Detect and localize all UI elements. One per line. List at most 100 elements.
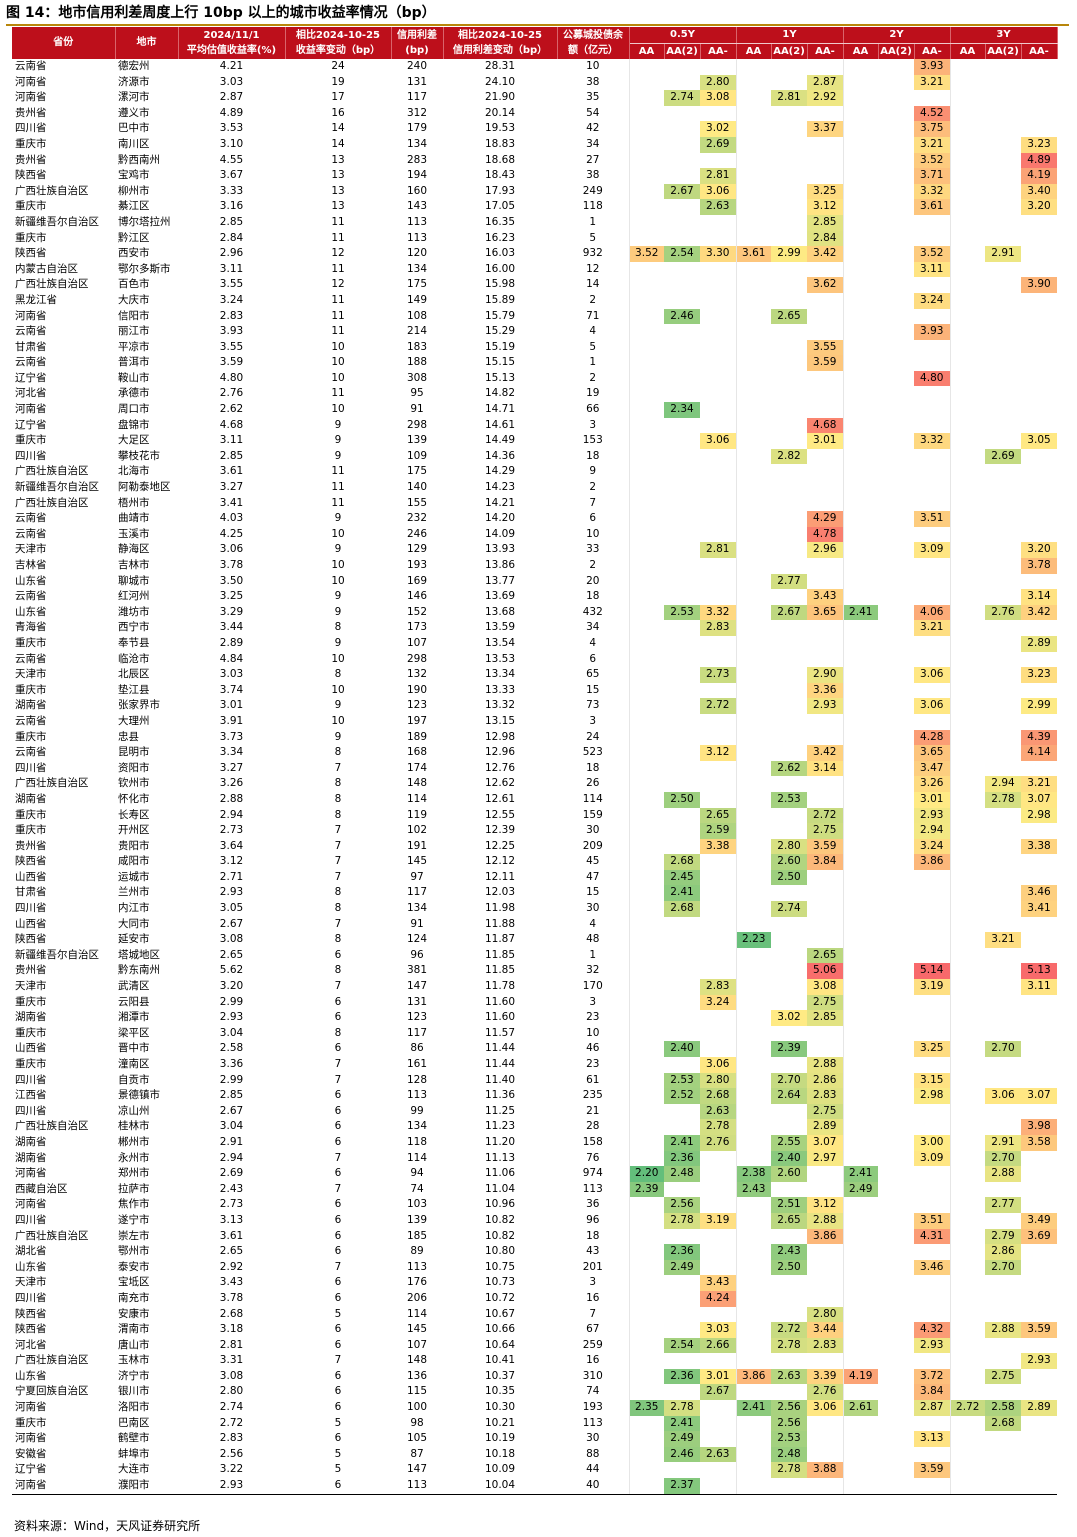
cell-tenor-yield (700, 885, 736, 901)
cell-tenor-yield: 2.83 (700, 620, 736, 636)
cell-tenor-yield: 4.80 (914, 370, 950, 387)
cell-province: 云南省 (15, 356, 47, 369)
cell-tenor-yield (842, 651, 878, 668)
cell-avg-yield: 3.36 (219, 1058, 244, 1070)
col-header-spread-change: 相比2024-10-25 信用利差变动（bp） (443, 27, 558, 59)
cell-tenor-yield (771, 885, 807, 901)
cell-tenor-yield (807, 776, 843, 792)
cell-tenor-yield (700, 231, 736, 247)
table-row: 河南省 郑州市 2.69 6 94 11.06 974 2.20 2.48 2.38 2.60 2.4… (12, 1166, 1057, 1182)
cell-avg-yield: 3.03 (219, 668, 244, 681)
cell-tenor-yield (771, 589, 807, 605)
cell-tenor-yield (807, 917, 843, 933)
cell-tenor-yield (700, 1260, 736, 1276)
cell-city: 景德镇市 (118, 1089, 160, 1102)
cell-tenor-yield (807, 153, 843, 169)
cell-tenor-yield: 2.70 (985, 1259, 1021, 1276)
cell-avg-yield: 2.96 (219, 247, 244, 260)
cell-tenor-yield: 2.80 (700, 74, 736, 91)
cell-tenor-yield: 3.21 (914, 620, 950, 636)
cell-tenor-yield (664, 231, 700, 247)
cell-province: 四川省 (15, 1213, 47, 1226)
cell-tenor-yield (985, 1431, 1021, 1447)
cell-tenor-yield (985, 262, 1021, 278)
cell-bond-balance: 43 (586, 1245, 600, 1258)
cell-city: 贵阳市 (118, 839, 150, 852)
cell-yield-change: 8 (334, 746, 342, 759)
cell-province: 贵州省 (15, 106, 47, 119)
cell-tenor-yield (735, 558, 771, 574)
cell-tenor-yield (914, 870, 950, 886)
table-row: 河南省 焦作市 2.73 6 103 10.96 36 2.56 2.51 3.12 2.77 (12, 1197, 1057, 1213)
table-row: 重庆市 忠县 3.73 9 189 12.98 24 4.28 4.39 (12, 729, 1057, 746)
cell-spread: 139 (406, 1213, 428, 1226)
cell-spread: 108 (406, 309, 428, 322)
cell-tenor-yield: 2.83 (700, 979, 736, 995)
cell-city: 塔城地区 (118, 948, 160, 961)
cell-tenor-yield (807, 1166, 843, 1182)
cell-tenor-yield: 2.81 (700, 542, 736, 558)
cell-spread-change: 11.60 (484, 995, 516, 1008)
cell-city: 泰安市 (118, 1260, 150, 1273)
cell-province: 四川省 (15, 1073, 47, 1086)
cell-yield-change: 6 (334, 1089, 342, 1102)
cell-tenor-yield (628, 807, 664, 824)
cell-tenor-yield: 2.23 (735, 932, 771, 948)
cell-tenor-yield (1021, 1197, 1057, 1213)
cell-bond-balance: 4 (589, 917, 597, 930)
cell-tenor-yield (1021, 262, 1057, 278)
cell-tenor-yield (842, 1244, 878, 1260)
cell-bond-balance: 170 (582, 980, 603, 993)
cell-province: 云南省 (15, 60, 47, 72)
cell-tenor-yield (949, 105, 985, 122)
cell-tenor-yield: 3.84 (807, 854, 843, 870)
cell-tenor-yield: 3.58 (1021, 1134, 1057, 1151)
table-row: 贵州省 黔东南州 5.62 8 381 11.85 32 5.06 5.14 5.13 (12, 963, 1057, 980)
cell-tenor-yield (664, 371, 700, 387)
cell-tenor-yield (771, 231, 807, 247)
cell-tenor-yield: 3.24 (914, 292, 950, 309)
cell-yield-change: 6 (334, 1369, 342, 1382)
cell-province: 山东省 (15, 1260, 47, 1273)
cell-spread-change: 14.20 (484, 512, 516, 525)
cell-tenor-yield (842, 526, 878, 543)
cell-tenor-yield (949, 932, 985, 948)
cell-bond-balance: 6 (589, 512, 597, 525)
cell-tenor-yield (842, 1041, 878, 1057)
cell-tenor-yield (628, 1119, 664, 1135)
cell-city: 内江市 (118, 902, 150, 915)
cell-city: 柳州市 (118, 184, 150, 197)
cell-tenor-yield: 3.37 (807, 121, 843, 137)
cell-tenor-yield (664, 932, 700, 948)
cell-tenor-yield (985, 90, 1021, 106)
cell-yield-change: 7 (334, 980, 342, 993)
cell-tenor-yield (842, 1446, 878, 1463)
cell-tenor-yield (1021, 948, 1057, 964)
cell-tenor-yield (914, 480, 950, 496)
cell-tenor-yield: 3.21 (914, 74, 950, 91)
cell-spread-change: 11.98 (484, 902, 516, 915)
cell-tenor-yield (1021, 90, 1057, 106)
cell-city: 遵义市 (118, 106, 150, 119)
cell-tenor-yield: 3.46 (1021, 885, 1057, 902)
cell-tenor-yield: 3.06 (700, 433, 736, 449)
cell-spread: 147 (406, 980, 428, 993)
cell-tenor-yield (628, 370, 664, 387)
cell-tenor-yield (985, 137, 1021, 153)
cell-city: 唐山市 (118, 1338, 150, 1351)
cell-tenor-yield (842, 1150, 878, 1167)
cell-spread: 86 (410, 1042, 424, 1055)
cell-tenor-yield: 2.81 (700, 168, 736, 184)
cell-tenor-yield (842, 1072, 878, 1089)
cell-yield-change: 9 (334, 699, 342, 712)
cell-tenor-yield (949, 339, 985, 356)
cell-tenor-yield: 2.78 (771, 1337, 807, 1354)
cell-province: 河北省 (15, 387, 47, 400)
cell-tenor-yield: 3.61 (914, 199, 950, 215)
cell-avg-yield: 3.27 (219, 481, 244, 494)
cell-yield-change: 12 (331, 278, 345, 291)
cell-tenor-yield (628, 604, 664, 621)
cell-tenor-yield (949, 589, 985, 605)
cell-tenor-yield (878, 948, 914, 964)
cell-province: 云南省 (15, 325, 47, 338)
